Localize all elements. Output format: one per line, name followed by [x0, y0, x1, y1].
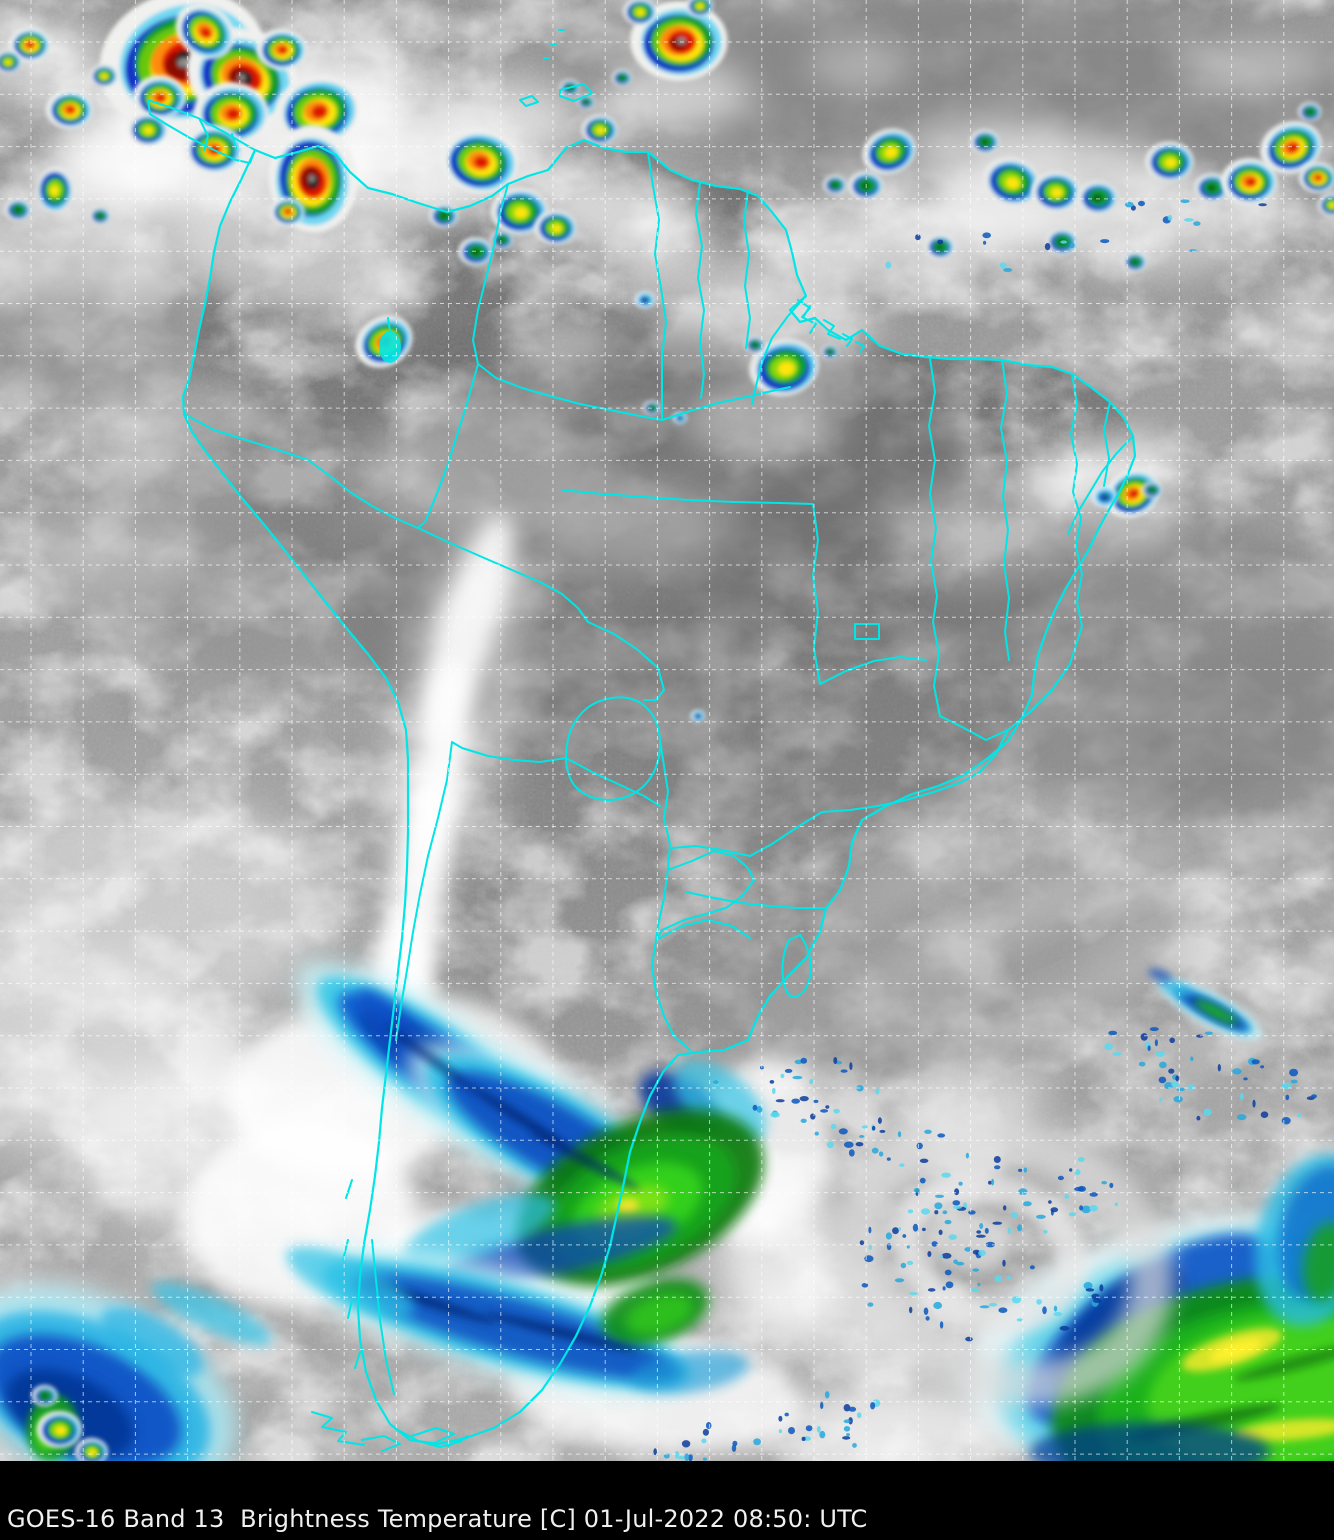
speckle-field [814, 1117, 946, 1167]
storm-cell [622, 0, 657, 26]
storm-cell [1031, 171, 1080, 212]
cloud-mass [72, 373, 268, 467]
country-borders [183, 151, 791, 1448]
maracaibo-outlet [387, 317, 391, 332]
cloud-mass [550, 477, 730, 573]
storm-cell [9, 27, 50, 62]
cloud-mass [505, 317, 615, 373]
storm-cell [89, 207, 110, 225]
shade-patch [1100, 650, 1334, 870]
storm-cell [1091, 485, 1118, 508]
speckle-field [885, 232, 1197, 272]
storm-cell [823, 175, 847, 195]
cloud-mass [1180, 37, 1330, 93]
storm-cell [31, 1384, 58, 1407]
speckle-field [653, 1422, 761, 1462]
storm-cell [1298, 162, 1334, 193]
storm-system-atlantic-swirl [835, 1117, 1175, 1407]
storm-cell [4, 198, 31, 221]
patos-lagoon-outline [781, 934, 812, 998]
speckle-layer [653, 199, 1317, 1462]
border-overlay-layer [147, 29, 1137, 1452]
storm-cell [690, 709, 706, 722]
speckle-field [902, 1200, 1011, 1276]
storm-cell [1298, 102, 1322, 122]
speckle-field [713, 1057, 880, 1124]
cloud-mass [532, 165, 708, 265]
storm-cell [862, 128, 916, 175]
shade-patch [640, 670, 1000, 850]
storm-cell [90, 64, 118, 87]
tierra-del-fuego-channels [311, 1179, 469, 1452]
storm-system-southwest-corner [0, 1282, 273, 1497]
speckle-field [859, 1209, 952, 1269]
storm-cell [440, 128, 519, 194]
cloud-mass [1080, 817, 1330, 947]
storm-cell [132, 75, 186, 120]
cloud-mass [868, 814, 1232, 986]
speckle-field [778, 1391, 881, 1448]
storm-cell [1145, 141, 1194, 182]
storm-cell [744, 336, 765, 354]
storm-cell [672, 411, 688, 424]
cloud-mass [385, 518, 531, 892]
cloud-mass [986, 880, 1314, 1036]
caption-bar: GOES-16 Band 13 Brightness Temperature [… [0, 1461, 1334, 1540]
storm-cell [1221, 158, 1278, 205]
cloud-mass [834, 783, 1126, 921]
storm-cell [270, 197, 305, 226]
storm-cell [970, 129, 1000, 154]
storm-cell [925, 234, 955, 259]
storm-cell [1077, 180, 1118, 215]
storm-cell [821, 344, 839, 359]
speckle-field [861, 1249, 1104, 1342]
storm-cell [36, 166, 75, 213]
storm-cell [848, 171, 883, 200]
storm-system-second-band [285, 1246, 750, 1398]
storm-cell [1123, 252, 1147, 272]
cloud-mass [360, 405, 600, 535]
speckle-field [1104, 1027, 1213, 1069]
speckle-field [913, 1152, 1119, 1234]
cloud-mass [610, 60, 750, 130]
storm-system-offshore-streak [1148, 968, 1263, 1040]
storm-cell [36, 1410, 83, 1449]
storm-cell [581, 114, 618, 145]
island-outlines [519, 29, 593, 107]
cloud-mass [805, 43, 915, 87]
latlon-grid [0, 0, 1334, 1461]
storm-cell [983, 157, 1040, 206]
caption-text: GOES-16 Band 13 Brightness Temperature [… [7, 1505, 868, 1533]
lake-maracaibo [379, 331, 401, 363]
storm-cell [127, 113, 168, 146]
panama-internal-borders [199, 119, 237, 151]
storm-cell [490, 187, 548, 235]
storm-cell [45, 90, 93, 129]
storm-cell [1141, 481, 1162, 499]
amazon-delta-channels [797, 299, 865, 353]
storm-cell [183, 124, 244, 174]
storm-cell [686, 0, 714, 17]
storm-cell [634, 291, 655, 309]
cloud-mass [0, 515, 200, 605]
storm-cell [256, 28, 307, 70]
storm-cell [1194, 173, 1229, 202]
paraguay-border [565, 696, 662, 801]
cloud-mass [0, 195, 180, 305]
storm-cell [0, 50, 22, 73]
cloud-mass [680, 380, 840, 460]
cloud-mass [0, 795, 340, 1015]
cloud-mass [40, 125, 200, 205]
cloud-mass [171, 191, 429, 319]
cloud-mass [1250, 280, 1334, 360]
storm-cell [534, 210, 577, 245]
brazil-state-borders [561, 295, 1134, 909]
storm-cell [611, 69, 632, 87]
storm-cell [175, 2, 235, 60]
